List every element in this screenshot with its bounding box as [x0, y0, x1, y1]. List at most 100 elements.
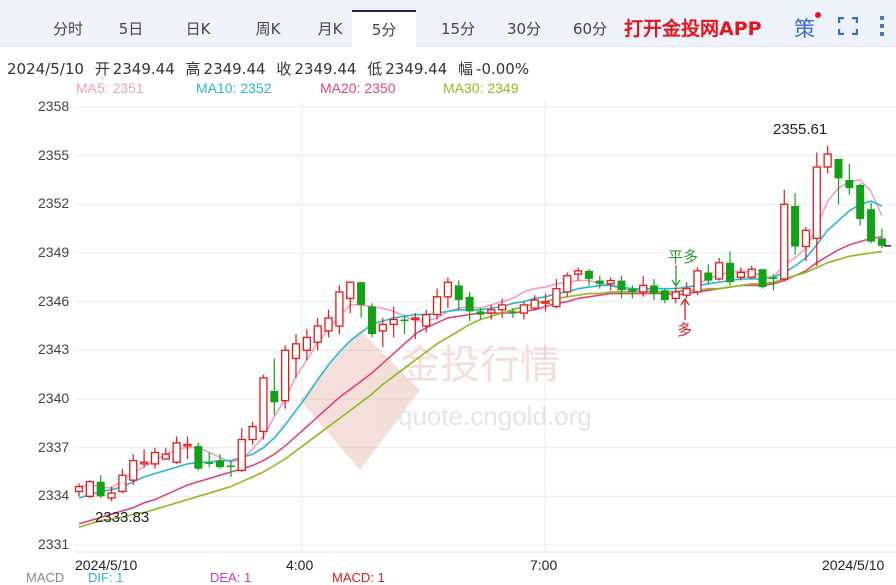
- candle-down: [726, 262, 734, 283]
- candle-down: [877, 238, 886, 246]
- candle-up: [487, 309, 496, 314]
- candle-up: [497, 304, 507, 311]
- arrow-up-icon: [680, 297, 690, 320]
- candle-down: [367, 306, 376, 335]
- candle-up: [248, 425, 257, 441]
- candle-down: [270, 390, 279, 403]
- candle-down: [595, 280, 604, 284]
- candle-up: [422, 313, 431, 327]
- candle-down: [758, 269, 767, 288]
- y-tick-label: 2349: [38, 244, 70, 260]
- candle-down: [856, 184, 865, 219]
- ma-line-ma5: [78, 179, 883, 490]
- candle-up: [530, 299, 539, 309]
- open-app-link[interactable]: 打开金投网APP: [624, 18, 762, 40]
- candle-down: [194, 446, 203, 469]
- candle-up: [139, 461, 149, 465]
- candle-up: [161, 453, 170, 460]
- candle-down: [617, 280, 626, 291]
- period-tab-bar: 分时 5日 日K 周K 月K 5分 15分 30分 60分 打开金投网APP 策: [0, 0, 896, 48]
- candle-up: [107, 492, 116, 499]
- y-tick-label: 2331: [38, 536, 70, 552]
- tab-15分[interactable]: 15分: [440, 20, 476, 38]
- candle-down: [660, 290, 669, 301]
- macd-legend-item: DIF: 1: [88, 570, 124, 585]
- tab-周K[interactable]: 周K: [255, 20, 281, 38]
- tab-日K[interactable]: 日K: [185, 20, 211, 38]
- candle-down: [584, 270, 593, 279]
- candle-up: [693, 270, 702, 293]
- candle-up: [443, 281, 453, 298]
- candle-up: [172, 442, 181, 463]
- candle-down: [465, 296, 474, 312]
- info-high-label: 高: [185, 60, 201, 78]
- macd-legend-item: MACD: [26, 570, 65, 585]
- x-tick-label: 4:00: [286, 557, 314, 573]
- watermark: 金投行情 quote.cngold.org: [300, 330, 592, 470]
- info-close: 2349.44: [294, 60, 357, 78]
- close-long-marker-label: 平多: [668, 249, 698, 266]
- y-tick-label: 2340: [38, 390, 70, 406]
- candle-up: [606, 279, 615, 285]
- candle-up: [639, 284, 648, 293]
- more-vertical-icon[interactable]: [879, 14, 885, 38]
- candle-down: [867, 209, 876, 242]
- candle-up: [411, 317, 420, 321]
- x-tick-label: 2024/5/10: [822, 557, 885, 573]
- x-tick-label: 2024/5/10: [75, 557, 138, 573]
- ma-legend-item: MA20: 2350: [320, 80, 396, 96]
- tab-分时[interactable]: 分时: [52, 20, 83, 38]
- ma-legend-item: MA10: 2352: [196, 80, 272, 96]
- y-tick-label: 2334: [38, 487, 70, 504]
- candle-up: [747, 268, 756, 278]
- macd-legend-item: DEA: 1: [210, 570, 252, 585]
- info-high: 2349.44: [203, 60, 266, 78]
- tab-月K[interactable]: 月K: [317, 20, 343, 38]
- y-tick-label: 2337: [38, 438, 70, 455]
- notification-dot: [815, 12, 821, 18]
- candle-up: [552, 288, 561, 308]
- candle-up: [812, 166, 821, 240]
- x-tick-label: 7:00: [530, 557, 558, 573]
- tab-5分[interactable]: 5分: [352, 10, 416, 48]
- candle-up: [432, 296, 442, 316]
- candle-up: [237, 438, 246, 472]
- candle-up: [389, 318, 398, 326]
- tab-30分[interactable]: 30分: [506, 20, 542, 38]
- candle-up: [682, 288, 691, 296]
- min-price-label: 2333.83: [95, 509, 149, 526]
- strategy-icon[interactable]: 策: [794, 17, 815, 41]
- candle-up: [324, 317, 333, 332]
- candle-up: [823, 153, 832, 168]
- candle-down: [509, 311, 517, 314]
- candle-up: [129, 459, 138, 481]
- y-tick-label: 2355: [38, 146, 70, 163]
- ohlc-info-line: 2024/5/10 开 2349.44 高 2349.44 收 2349.44 低 23…: [7, 58, 535, 79]
- candle-up: [378, 323, 387, 332]
- candle-down: [216, 460, 225, 468]
- candle-down: [205, 462, 214, 464]
- candle-up: [118, 474, 127, 493]
- info-change: -0.00%: [476, 60, 530, 78]
- info-date: 2024/5/10: [7, 60, 84, 78]
- candle-down: [400, 319, 409, 322]
- fullscreen-icon[interactable]: [838, 17, 858, 35]
- candle-up: [715, 262, 724, 280]
- candle-down: [791, 205, 800, 247]
- candle-up: [150, 451, 160, 465]
- candle-up: [671, 291, 680, 300]
- tab-5日[interactable]: 5日: [118, 20, 144, 38]
- candle-down: [96, 481, 105, 497]
- info-low-label: 低: [367, 60, 383, 78]
- candle-up: [291, 343, 301, 360]
- candle-down: [845, 180, 854, 189]
- tab-60分[interactable]: 60分: [572, 20, 608, 38]
- y-tick-label: 2358: [38, 98, 70, 114]
- candle-up: [780, 203, 789, 280]
- candle-up: [801, 229, 811, 248]
- info-close-label: 收: [276, 60, 292, 78]
- candle-up: [573, 270, 583, 275]
- info-open-label: 开: [94, 60, 110, 78]
- candle-up: [313, 325, 322, 343]
